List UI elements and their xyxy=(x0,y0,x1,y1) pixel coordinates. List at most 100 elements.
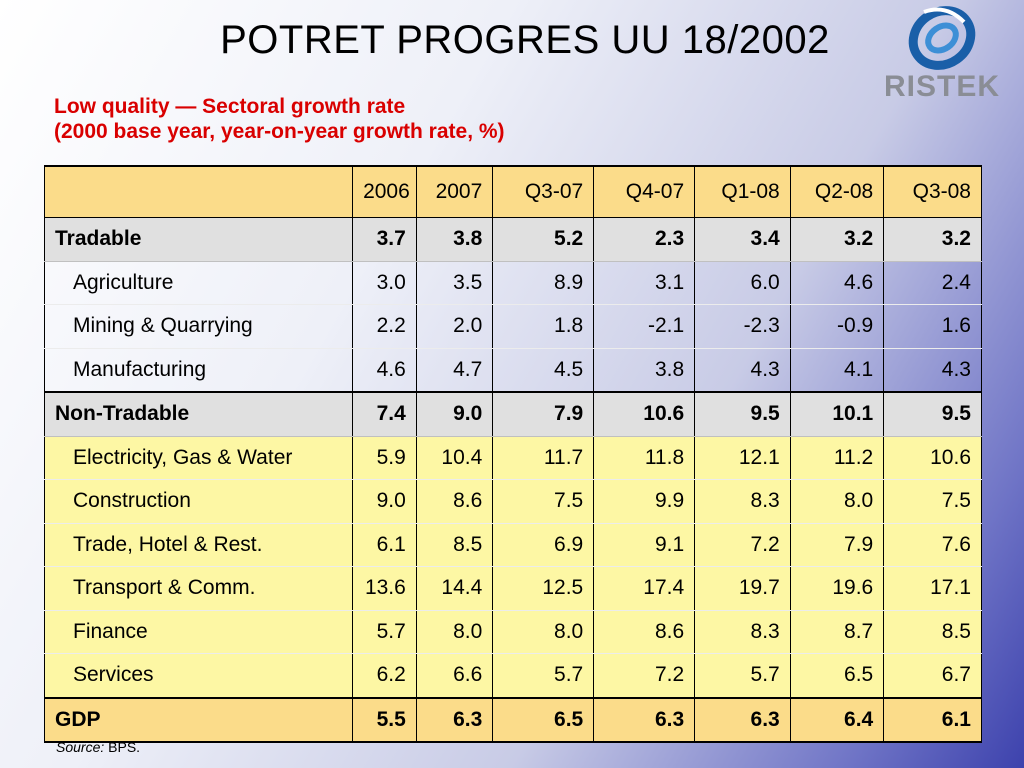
row-label: Manufacturing xyxy=(43,348,354,393)
table-cell: 19.6 xyxy=(789,566,885,611)
table-cell: 5.2 xyxy=(492,217,595,262)
table-cell: 13.6 xyxy=(352,566,417,611)
table-cell: 3.4 xyxy=(694,217,791,262)
table-cell: 3.8 xyxy=(593,348,696,393)
column-header: 2007 xyxy=(415,165,494,218)
table-cell: 3.0 xyxy=(352,261,417,305)
table-cell: 3.7 xyxy=(352,217,417,262)
subtitle-line-2: (2000 base year, year-on-year growth rat… xyxy=(54,120,505,143)
table-cell: 4.3 xyxy=(694,348,791,393)
subtitle-line-1: Low quality — Sectoral growth rate xyxy=(54,95,406,118)
source-note: Source: BPS. xyxy=(56,739,140,755)
table-cell: 8.7 xyxy=(789,610,885,654)
table-cell: 7.2 xyxy=(593,653,696,698)
column-header: 2006 xyxy=(352,165,417,218)
column-header: Q3-08 xyxy=(883,165,982,218)
table-cell: 6.3 xyxy=(694,696,791,743)
table-row: Tradable 3.7 3.8 5.2 2.3 3.4 3.2 3.2 xyxy=(43,217,982,262)
table-cell: 4.5 xyxy=(492,348,595,393)
table-cell: 8.0 xyxy=(492,610,595,654)
table-cell: 12.1 xyxy=(694,436,791,480)
table-cell: 1.6 xyxy=(883,304,982,349)
table-cell: 3.2 xyxy=(883,217,982,262)
table-cell: 7.5 xyxy=(492,479,595,524)
row-label: Services xyxy=(43,653,354,698)
table-cell: 4.1 xyxy=(789,348,885,393)
table-cell: -0.9 xyxy=(789,304,885,349)
table-cell: 14.4 xyxy=(415,566,494,611)
row-label: Mining & Quarrying xyxy=(43,304,354,349)
column-header: Q2-08 xyxy=(789,165,885,218)
table-cell: 8.6 xyxy=(415,479,494,524)
table-cell: 6.3 xyxy=(593,696,696,743)
table-cell: 12.5 xyxy=(492,566,595,611)
table-cell: 9.1 xyxy=(593,523,696,567)
ristek-emblem-icon xyxy=(908,6,976,70)
table-row: Electricity, Gas & Water 5.9 10.4 11.7 11.8 1… xyxy=(43,436,982,480)
table-cell: 3.1 xyxy=(593,261,696,305)
table-cell: 17.1 xyxy=(883,566,982,611)
table-cell: 2.3 xyxy=(593,217,696,262)
table-cell: 9.0 xyxy=(352,479,417,524)
table-cell: 4.3 xyxy=(883,348,982,393)
row-label: Finance xyxy=(43,610,354,654)
column-header: Q4-07 xyxy=(593,165,696,218)
table-cell: 7.6 xyxy=(883,523,982,567)
table-cell: 9.5 xyxy=(883,391,982,437)
table-cell: 8.0 xyxy=(789,479,885,524)
table-cell: 5.7 xyxy=(352,610,417,654)
row-label: Transport & Comm. xyxy=(43,566,354,611)
table-row: Transport & Comm. 13.6 14.4 12.5 17.4 19.7 19.… xyxy=(43,566,982,611)
table-cell: 8.6 xyxy=(593,610,696,654)
table-cell: 2.4 xyxy=(883,261,982,305)
row-label: Construction xyxy=(43,479,354,524)
slide-title: POTRET PROGRES UU 18/2002 xyxy=(220,18,830,62)
table-cell: -2.3 xyxy=(694,304,791,349)
table-cell: 8.3 xyxy=(694,479,791,524)
table-cell: 6.6 xyxy=(415,653,494,698)
table-cell: 7.5 xyxy=(883,479,982,524)
table-cell: 4.6 xyxy=(352,348,417,393)
table-row: Non-Tradable 7.4 9.0 7.9 10.6 9.5 10.1 9.5 xyxy=(43,391,982,437)
table-cell: 8.9 xyxy=(492,261,595,305)
table-cell: 9.0 xyxy=(415,391,494,437)
table-cell: 6.0 xyxy=(694,261,791,305)
table-cell: 1.8 xyxy=(492,304,595,349)
table-cell: 8.5 xyxy=(883,610,982,654)
table-cell: 8.5 xyxy=(415,523,494,567)
table-cell: 5.7 xyxy=(694,653,791,698)
table-cell: 7.4 xyxy=(352,391,417,437)
table-row: Trade, Hotel & Rest. 6.1 8.5 6.9 9.1 7.2 7.9 7.… xyxy=(43,523,982,567)
table-cell: 10.4 xyxy=(415,436,494,480)
table-cell: 4.7 xyxy=(415,348,494,393)
table-cell: 5.7 xyxy=(492,653,595,698)
table-cell: 6.5 xyxy=(492,696,595,743)
table-cell: 4.6 xyxy=(789,261,885,305)
table-cell: 6.1 xyxy=(352,523,417,567)
table-cell: 8.0 xyxy=(415,610,494,654)
table-cell: 11.7 xyxy=(492,436,595,480)
table-cell: 6.7 xyxy=(883,653,982,698)
table-cell: 9.9 xyxy=(593,479,696,524)
table-cell: 10.1 xyxy=(789,391,885,437)
row-label: Electricity, Gas & Water xyxy=(43,436,354,480)
column-header xyxy=(43,165,354,218)
table-cell: 11.2 xyxy=(789,436,885,480)
table-cell: 7.2 xyxy=(694,523,791,567)
table-cell: 7.9 xyxy=(492,391,595,437)
table-cell: 5.5 xyxy=(352,696,417,743)
table-row: GDP 5.5 6.3 6.5 6.3 6.3 6.4 6.1 xyxy=(43,696,982,743)
table-row: Finance 5.7 8.0 8.0 8.6 8.3 8.7 8.5 xyxy=(43,610,982,654)
row-label: Trade, Hotel & Rest. xyxy=(43,523,354,567)
row-label: Tradable xyxy=(43,217,354,262)
table-cell: 11.8 xyxy=(593,436,696,480)
table-cell: 19.7 xyxy=(694,566,791,611)
table-cell: 6.4 xyxy=(789,696,885,743)
table-cell: 10.6 xyxy=(593,391,696,437)
table-cell: 2.2 xyxy=(352,304,417,349)
table-cell: -2.1 xyxy=(593,304,696,349)
row-label: Agriculture xyxy=(43,261,354,305)
growth-rate-table: 2006 2007 Q3-07 Q4-07 Q1-08 Q2-08 Q3-08 … xyxy=(43,165,982,743)
subtitle: Low quality — Sectoral growth rate (2000… xyxy=(54,94,505,144)
table-cell: 17.4 xyxy=(593,566,696,611)
